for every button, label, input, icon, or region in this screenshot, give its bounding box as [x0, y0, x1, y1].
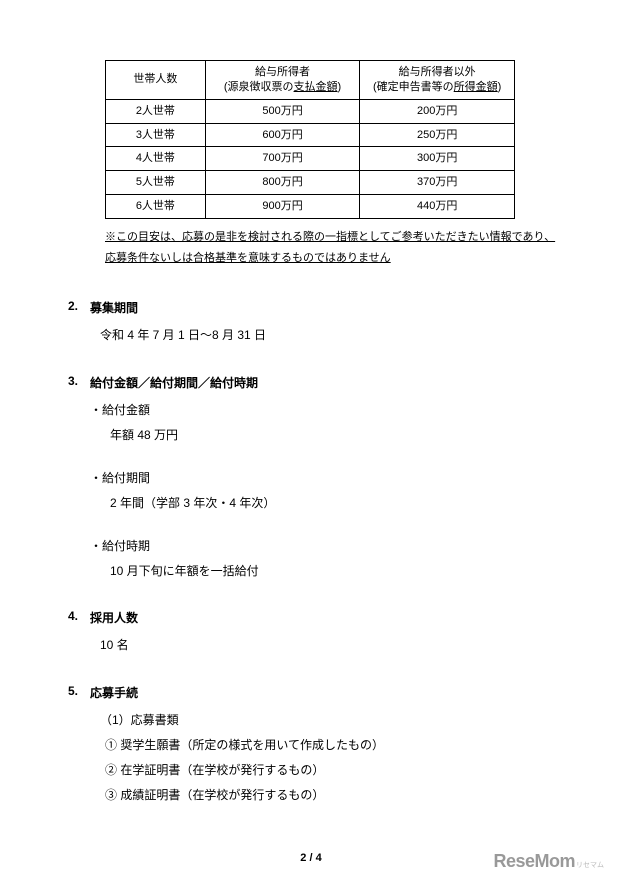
section-body: 令和 4 年 7 月 1 日～8 月 31 日	[100, 326, 572, 344]
section-num: 4.	[68, 609, 90, 626]
th-salary: 給与所得者 (源泉徴収票の支払金額)	[205, 61, 360, 100]
section-3: 3.給付金額／給付期間／給付時期 ・給付金額 年額 48 万円 ・給付期間 2 …	[50, 374, 572, 579]
subhead-timing: ・給付時期	[90, 537, 572, 554]
section-num: 3.	[68, 374, 90, 391]
logo: ReseMomリセマム	[493, 851, 604, 872]
section-title: 募集期間	[90, 299, 138, 316]
section-body: 10 名	[100, 636, 572, 654]
table-note: ※この目安は、応募の是非を検討される際の一指標としてご参考いただきたい情報であり…	[105, 227, 572, 269]
section-title: 応募手続	[90, 684, 138, 701]
section-title: 採用人数	[90, 609, 138, 626]
th-household: 世帯人数	[106, 61, 206, 100]
subbody-period: 2 年間（学部 3 年次・4 年次）	[110, 494, 572, 511]
list-item: ③ 成績証明書（在学校が発行するもの）	[105, 786, 572, 803]
section-2: 2.募集期間 令和 4 年 7 月 1 日～8 月 31 日	[50, 299, 572, 344]
table-row: 5人世帯800万円370万円	[106, 171, 515, 195]
section-title: 給付金額／給付期間／給付時期	[90, 374, 258, 391]
subhead-amount: ・給付金額	[90, 401, 572, 418]
table-row: 4人世帯700万円300万円	[106, 147, 515, 171]
subhead-docs: （1）応募書類	[100, 711, 572, 728]
section-4: 4.採用人数 10 名	[50, 609, 572, 654]
subbody-amount: 年額 48 万円	[110, 426, 572, 443]
document-body: 世帯人数 給与所得者 (源泉徴収票の支払金額) 給与所得者以外 (確定申告書等の…	[50, 60, 572, 803]
table-header-row: 世帯人数 給与所得者 (源泉徴収票の支払金額) 給与所得者以外 (確定申告書等の…	[106, 61, 515, 100]
section-num: 5.	[68, 684, 90, 701]
list-item: ② 在学証明書（在学校が発行するもの）	[105, 761, 572, 778]
table-row: 3人世帯600万円250万円	[106, 123, 515, 147]
th-nonsalary: 給与所得者以外 (確定申告書等の所得金額)	[360, 61, 515, 100]
subbody-timing: 10 月下旬に年額を一括給付	[110, 562, 572, 579]
section-num: 2.	[68, 299, 90, 316]
table-row: 6人世帯900万円440万円	[106, 195, 515, 219]
table-row: 2人世帯500万円200万円	[106, 99, 515, 123]
subhead-period: ・給付期間	[90, 469, 572, 486]
section-5: 5.応募手続 （1）応募書類 ① 奨学生願書（所定の様式を用いて作成したもの） …	[50, 684, 572, 803]
list-item: ① 奨学生願書（所定の様式を用いて作成したもの）	[105, 736, 572, 753]
income-table: 世帯人数 給与所得者 (源泉徴収票の支払金額) 給与所得者以外 (確定申告書等の…	[105, 60, 515, 219]
